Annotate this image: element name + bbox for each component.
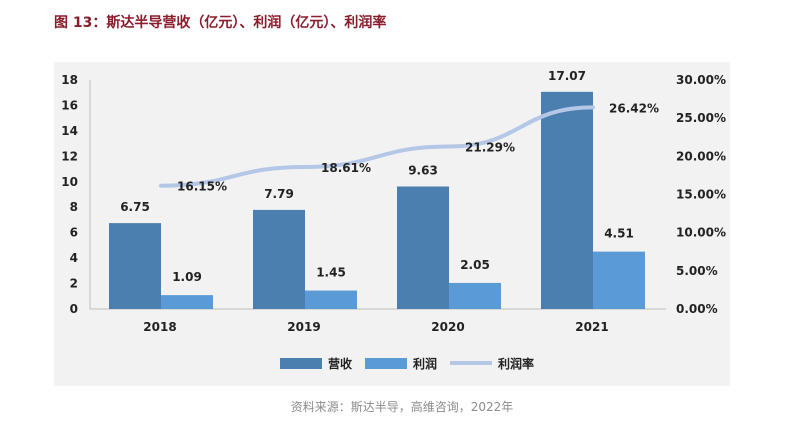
x-axis-tick: 2020 bbox=[431, 320, 464, 334]
profit-bar bbox=[161, 295, 213, 309]
right-axis-tick: 20.00% bbox=[676, 149, 726, 163]
margin-label: 16.15% bbox=[177, 180, 227, 194]
left-axis-tick: 14 bbox=[61, 124, 78, 138]
left-axis-tick: 6 bbox=[70, 226, 78, 240]
x-axis-tick: 2018 bbox=[143, 320, 176, 334]
revenue-label: 17.07 bbox=[548, 69, 586, 83]
revenue-label: 6.75 bbox=[120, 200, 150, 214]
revenue-bar bbox=[253, 209, 305, 309]
margin-label: 26.42% bbox=[609, 101, 659, 115]
revenue-label: 9.63 bbox=[408, 163, 438, 177]
left-axis-tick: 0 bbox=[70, 302, 78, 316]
right-axis-tick: 0.00% bbox=[676, 302, 718, 316]
margin-label: 18.61% bbox=[321, 161, 371, 175]
legend-revenue-label: 营收 bbox=[328, 356, 352, 371]
left-axis-tick: 4 bbox=[70, 251, 78, 265]
revenue-bar bbox=[541, 91, 593, 309]
x-axis-tick: 2019 bbox=[287, 320, 320, 334]
chart-area bbox=[54, 62, 730, 386]
profit-bar bbox=[449, 282, 501, 309]
left-axis-tick: 12 bbox=[61, 149, 78, 163]
right-axis-tick: 5.00% bbox=[676, 264, 718, 278]
profit-label: 1.09 bbox=[172, 270, 202, 284]
left-axis-tick: 18 bbox=[61, 73, 78, 87]
legend-profit-label: 利润 bbox=[413, 356, 437, 371]
revenue-bar bbox=[109, 223, 161, 309]
margin-label: 21.29% bbox=[465, 140, 515, 154]
figure-title: 图 13：斯达半导营收（亿元）、利润（亿元）、利润率 bbox=[54, 15, 387, 31]
profit-label: 1.45 bbox=[316, 266, 346, 280]
margin-line bbox=[159, 105, 595, 188]
right-axis-tick: 15.00% bbox=[676, 188, 726, 202]
revenue-label: 7.79 bbox=[264, 187, 294, 201]
right-axis-tick: 10.00% bbox=[676, 226, 726, 240]
left-axis-tick: 8 bbox=[70, 200, 78, 214]
profit-label: 4.51 bbox=[604, 227, 634, 241]
profit-bar bbox=[593, 251, 645, 309]
legend-profit-swatch bbox=[365, 358, 407, 369]
right-axis-tick: 30.00% bbox=[676, 73, 726, 87]
legend-margin-label: 利润率 bbox=[498, 356, 534, 371]
revenue-bar bbox=[397, 186, 449, 309]
left-axis-tick: 2 bbox=[70, 277, 78, 291]
left-axis-tick: 10 bbox=[61, 175, 78, 189]
profit-bar bbox=[305, 290, 357, 309]
legend-revenue-swatch bbox=[280, 358, 322, 369]
x-axis-tick: 2021 bbox=[575, 320, 608, 334]
right-axis-tick: 25.00% bbox=[676, 111, 726, 125]
source-note: 资料来源：斯达半导，高维咨询，2022年 bbox=[290, 400, 514, 414]
profit-label: 2.05 bbox=[460, 258, 490, 272]
left-axis-tick: 16 bbox=[61, 98, 78, 112]
